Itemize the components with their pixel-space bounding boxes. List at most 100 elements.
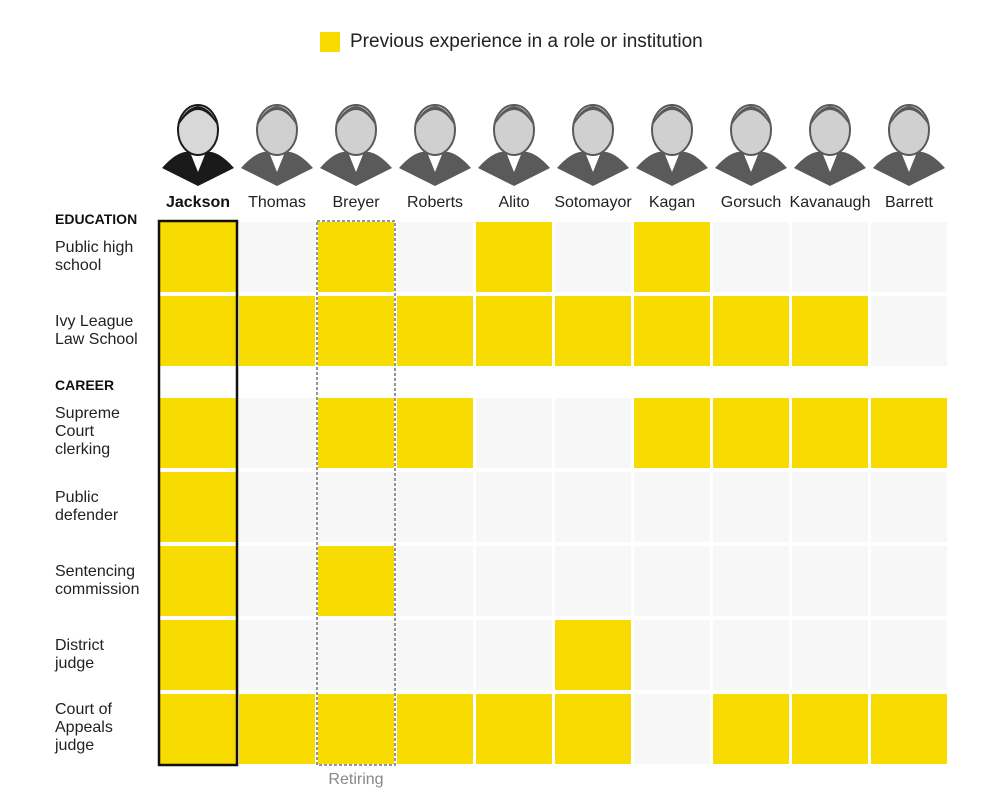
cell-ivy-league-law-school-alito-filled [476,296,552,366]
cell-court-of-appeals-judge-kavanaugh-filled [792,694,868,764]
cell-public-defender-sotomayor-empty [555,472,631,542]
portrait-alito [478,104,550,186]
cell-district-judge-sotomayor-filled [555,620,631,690]
row-label-line: school [55,257,101,274]
column-header-kavanaugh: Kavanaugh [790,194,871,211]
row-label-line: judge [54,737,94,754]
row-label-sentencing-commission: Sentencing commission [55,563,139,598]
highlight-column-outline [157,219,239,767]
section-header-education: EDUCATION [55,211,137,227]
cell-supreme-court-clerking-roberts-filled [397,398,473,468]
cell-public-high-school-alito-filled [476,222,552,292]
cell-sentencing-commission-kagan-empty [634,546,710,616]
row-label-public-defender: Public defender [55,489,119,524]
row-label-line: Court of [55,701,112,718]
cell-court-of-appeals-judge-roberts-filled [397,694,473,764]
cell-sentencing-commission-barrett-empty [871,546,947,616]
cell-ivy-league-law-school-kavanaugh-filled [792,296,868,366]
cell-public-defender-barrett-empty [871,472,947,542]
column-header-breyer: Breyer [332,194,380,211]
cell-sentencing-commission-roberts-empty [397,546,473,616]
cell-district-judge-breyer-empty [318,620,394,690]
cell-district-judge-jackson-filled [160,620,236,690]
cell-district-judge-thomas-empty [239,620,315,690]
retiring-column-outline [316,220,396,766]
row-label-ivy-league-law-school: Ivy League Law School [55,313,138,348]
column-header-jackson: Jackson [166,194,230,211]
cell-supreme-court-clerking-thomas-empty [239,398,315,468]
cell-public-defender-breyer-empty [318,472,394,542]
column-header-kagan: Kagan [649,194,695,211]
portrait-sotomayor [557,104,629,186]
cell-court-of-appeals-judge-alito-filled [476,694,552,764]
cell-public-high-school-thomas-empty [239,222,315,292]
row-label-supreme-court-clerking: Supreme Court clerking [55,405,120,458]
cell-supreme-court-clerking-kavanaugh-filled [792,398,868,468]
cell-supreme-court-clerking-kagan-filled [634,398,710,468]
cell-sentencing-commission-breyer-filled [318,546,394,616]
legend: Previous experience in a role or institu… [320,30,703,54]
cell-ivy-league-law-school-breyer-filled [318,296,394,366]
row-label-district-judge: District judge [54,637,104,672]
portrait-barrett [873,104,945,186]
cell-district-judge-roberts-empty [397,620,473,690]
portrait-kavanaugh [794,104,866,186]
cell-sentencing-commission-sotomayor-empty [555,546,631,616]
cell-public-defender-jackson-filled [160,472,236,542]
row-label-line: Public high [55,239,133,256]
cell-public-defender-roberts-empty [397,472,473,542]
cell-public-high-school-jackson-filled [160,222,236,292]
portrait-jackson [162,104,234,186]
row-label-line: District [55,637,104,654]
cell-ivy-league-law-school-jackson-filled [160,296,236,366]
cell-public-high-school-kagan-filled [634,222,710,292]
cell-public-high-school-roberts-empty [397,222,473,292]
column-header-roberts: Roberts [407,194,463,211]
row-label-court-of-appeals-judge: Court of Appeals judge [54,701,113,754]
column-header-alito: Alito [498,194,529,211]
cell-sentencing-commission-alito-empty [476,546,552,616]
cell-court-of-appeals-judge-barrett-filled [871,694,947,764]
portrait-gorsuch [715,104,787,186]
row-label-line: defender [55,507,119,524]
cell-public-high-school-kavanaugh-empty [792,222,868,292]
section-header-career: CAREER [55,377,114,393]
cell-public-defender-alito-empty [476,472,552,542]
cell-ivy-league-law-school-kagan-filled [634,296,710,366]
cell-district-judge-barrett-empty [871,620,947,690]
cell-ivy-league-law-school-gorsuch-filled [713,296,789,366]
row-label-line: commission [55,581,139,598]
cell-supreme-court-clerking-breyer-filled [318,398,394,468]
cell-ivy-league-law-school-thomas-filled [239,296,315,366]
cell-supreme-court-clerking-barrett-filled [871,398,947,468]
cell-public-high-school-gorsuch-empty [713,222,789,292]
cell-sentencing-commission-thomas-empty [239,546,315,616]
cell-public-defender-gorsuch-empty [713,472,789,542]
portrait-thomas [241,104,313,186]
row-label-line: clerking [55,441,110,458]
cell-sentencing-commission-kavanaugh-empty [792,546,868,616]
cell-court-of-appeals-judge-gorsuch-filled [713,694,789,764]
column-header-thomas: Thomas [248,194,306,211]
cell-public-high-school-sotomayor-empty [555,222,631,292]
cell-ivy-league-law-school-sotomayor-filled [555,296,631,366]
row-label-line: Law School [55,331,138,348]
portrait-kagan [636,104,708,186]
cell-public-defender-thomas-empty [239,472,315,542]
cell-supreme-court-clerking-sotomayor-empty [555,398,631,468]
legend-swatch [320,32,340,52]
row-label-line: Ivy League [55,313,133,330]
cell-district-judge-gorsuch-empty [713,620,789,690]
cell-court-of-appeals-judge-thomas-filled [239,694,315,764]
column-header-barrett: Barrett [885,194,934,211]
cell-public-defender-kagan-empty [634,472,710,542]
portrait-breyer [320,104,392,186]
column-header-sotomayor: Sotomayor [554,194,632,211]
legend-label: Previous experience in a role or institu… [350,31,703,52]
cell-sentencing-commission-jackson-filled [160,546,236,616]
cell-district-judge-kavanaugh-empty [792,620,868,690]
cell-supreme-court-clerking-gorsuch-filled [713,398,789,468]
cell-court-of-appeals-judge-sotomayor-filled [555,694,631,764]
row-label-line: Sentencing [55,563,135,580]
